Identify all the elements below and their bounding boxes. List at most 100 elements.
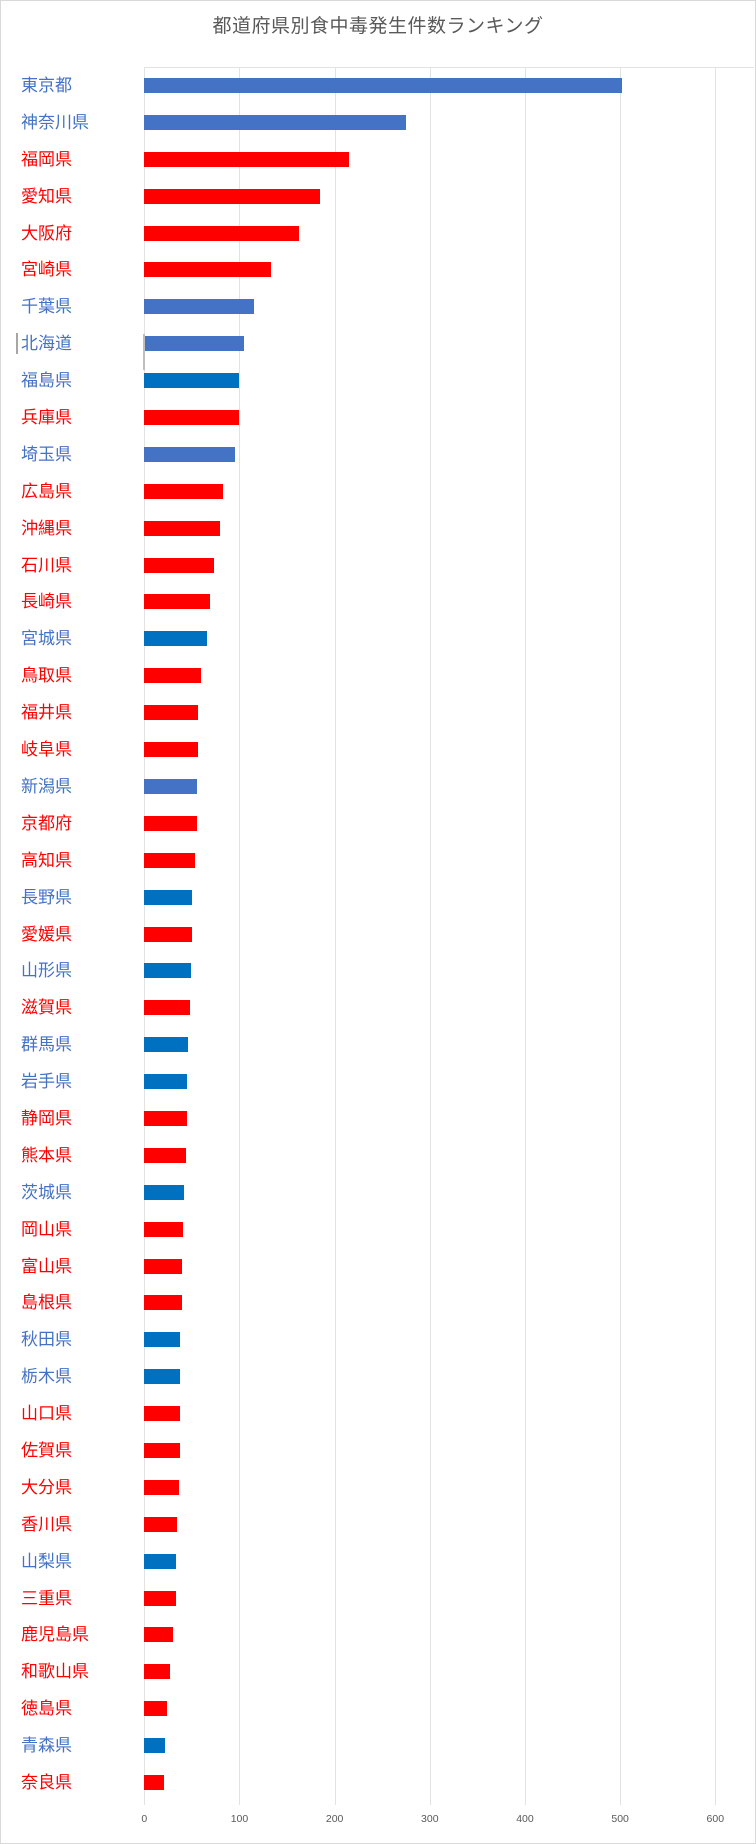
- category-label: 石川県: [21, 555, 72, 575]
- bar: [144, 299, 254, 315]
- bar: [144, 1664, 170, 1680]
- bar: [144, 594, 210, 610]
- category-label: 岩手県: [21, 1072, 72, 1092]
- category-label: 長崎県: [21, 592, 72, 612]
- category-label: 広島県: [21, 481, 72, 501]
- category-label: 岐阜県: [21, 740, 72, 760]
- bar: [144, 705, 198, 721]
- selection-caret: [16, 333, 18, 354]
- category-label: 福島県: [21, 371, 72, 391]
- bar: [144, 1258, 183, 1274]
- bar: [144, 1516, 177, 1532]
- category-label: 島根県: [21, 1293, 72, 1313]
- bar: [144, 1000, 190, 1016]
- category-label: 大分県: [21, 1477, 72, 1497]
- category-label: 香川県: [21, 1514, 72, 1534]
- category-label: 静岡県: [21, 1108, 72, 1128]
- bar: [144, 1701, 168, 1717]
- bar: [144, 336, 245, 352]
- x-tick-label: 600: [706, 1813, 725, 1825]
- bar: [144, 1332, 181, 1348]
- category-label: 福岡県: [21, 149, 72, 169]
- category-label: 岡山県: [21, 1219, 72, 1239]
- bar: [144, 114, 406, 130]
- bar: [144, 926, 192, 942]
- bar: [144, 668, 202, 684]
- bar: [144, 151, 349, 167]
- bar: [144, 742, 198, 758]
- bar: [144, 262, 271, 278]
- category-label: 青森県: [21, 1736, 72, 1756]
- category-label: 山形県: [21, 961, 72, 981]
- bar: [144, 77, 623, 93]
- bar: [144, 1369, 181, 1385]
- gridline-500: [620, 67, 622, 1805]
- category-label: 富山県: [21, 1256, 72, 1276]
- bar: [144, 1738, 166, 1754]
- category-label: 愛媛県: [21, 924, 72, 944]
- category-label: 山口県: [21, 1404, 72, 1424]
- category-label: 神奈川県: [21, 112, 89, 132]
- axis-selection-line: [143, 334, 145, 370]
- bar: [144, 631, 208, 647]
- category-label: 埼玉県: [21, 444, 72, 464]
- category-label: 大阪府: [21, 223, 72, 243]
- category-label: 茨城県: [21, 1182, 72, 1202]
- bar: [144, 1147, 187, 1163]
- category-label: 熊本県: [21, 1145, 72, 1165]
- x-tick-label: 100: [230, 1813, 249, 1825]
- bar: [144, 1074, 188, 1090]
- bar: [144, 1590, 176, 1606]
- bar: [144, 1553, 176, 1569]
- bar: [144, 373, 239, 389]
- bar: [144, 1627, 173, 1643]
- gridline-100: [239, 67, 241, 1805]
- bar: [144, 446, 235, 462]
- bar: [144, 1184, 185, 1200]
- bar: [144, 1406, 181, 1422]
- chart-title: 都道府県別食中毒発生件数ランキング: [212, 16, 544, 37]
- bar: [144, 409, 239, 425]
- category-label: 群馬県: [21, 1035, 72, 1055]
- x-tick-label: 500: [611, 1813, 629, 1825]
- category-label: 奈良県: [21, 1773, 72, 1793]
- category-label: 福井県: [21, 703, 72, 723]
- category-label: 新潟県: [21, 776, 72, 796]
- x-tick-label: 0: [141, 1813, 148, 1825]
- bar: [144, 520, 221, 536]
- bar: [144, 852, 195, 868]
- category-label: 和歌山県: [21, 1662, 89, 1682]
- category-label: 山梨県: [21, 1551, 72, 1571]
- category-label: 宮城県: [21, 629, 72, 649]
- category-label: 鹿児島県: [21, 1625, 89, 1645]
- category-label: 滋賀県: [21, 998, 72, 1018]
- plot-area-top-border: [144, 67, 754, 68]
- category-label: 愛知県: [21, 186, 72, 206]
- gridline-600: [715, 67, 717, 1805]
- x-tick-label: 400: [516, 1813, 534, 1825]
- x-tick-label: 200: [325, 1813, 344, 1825]
- category-label: 鳥取県: [21, 666, 72, 686]
- bar: [144, 557, 214, 573]
- category-label: 徳島県: [21, 1699, 72, 1719]
- category-label: 佐賀県: [21, 1441, 72, 1460]
- bar: [144, 778, 197, 794]
- bar: [144, 483, 224, 499]
- bar: [144, 1479, 179, 1495]
- gridline-300: [429, 67, 431, 1805]
- category-label: 宮崎県: [21, 260, 72, 280]
- bar: [144, 1295, 183, 1311]
- category-label: 三重県: [21, 1588, 72, 1608]
- bar: [144, 1221, 184, 1237]
- x-tick-label: 300: [421, 1813, 439, 1825]
- bar: [144, 188, 321, 204]
- category-label: 兵庫県: [21, 407, 72, 427]
- category-label: 長野県: [21, 887, 72, 907]
- bar: [144, 815, 197, 831]
- category-label: 秋田県: [21, 1330, 72, 1350]
- gridline-400: [524, 67, 526, 1805]
- category-label: 北海道: [21, 334, 72, 354]
- bar: [144, 889, 192, 905]
- bar: [144, 963, 191, 979]
